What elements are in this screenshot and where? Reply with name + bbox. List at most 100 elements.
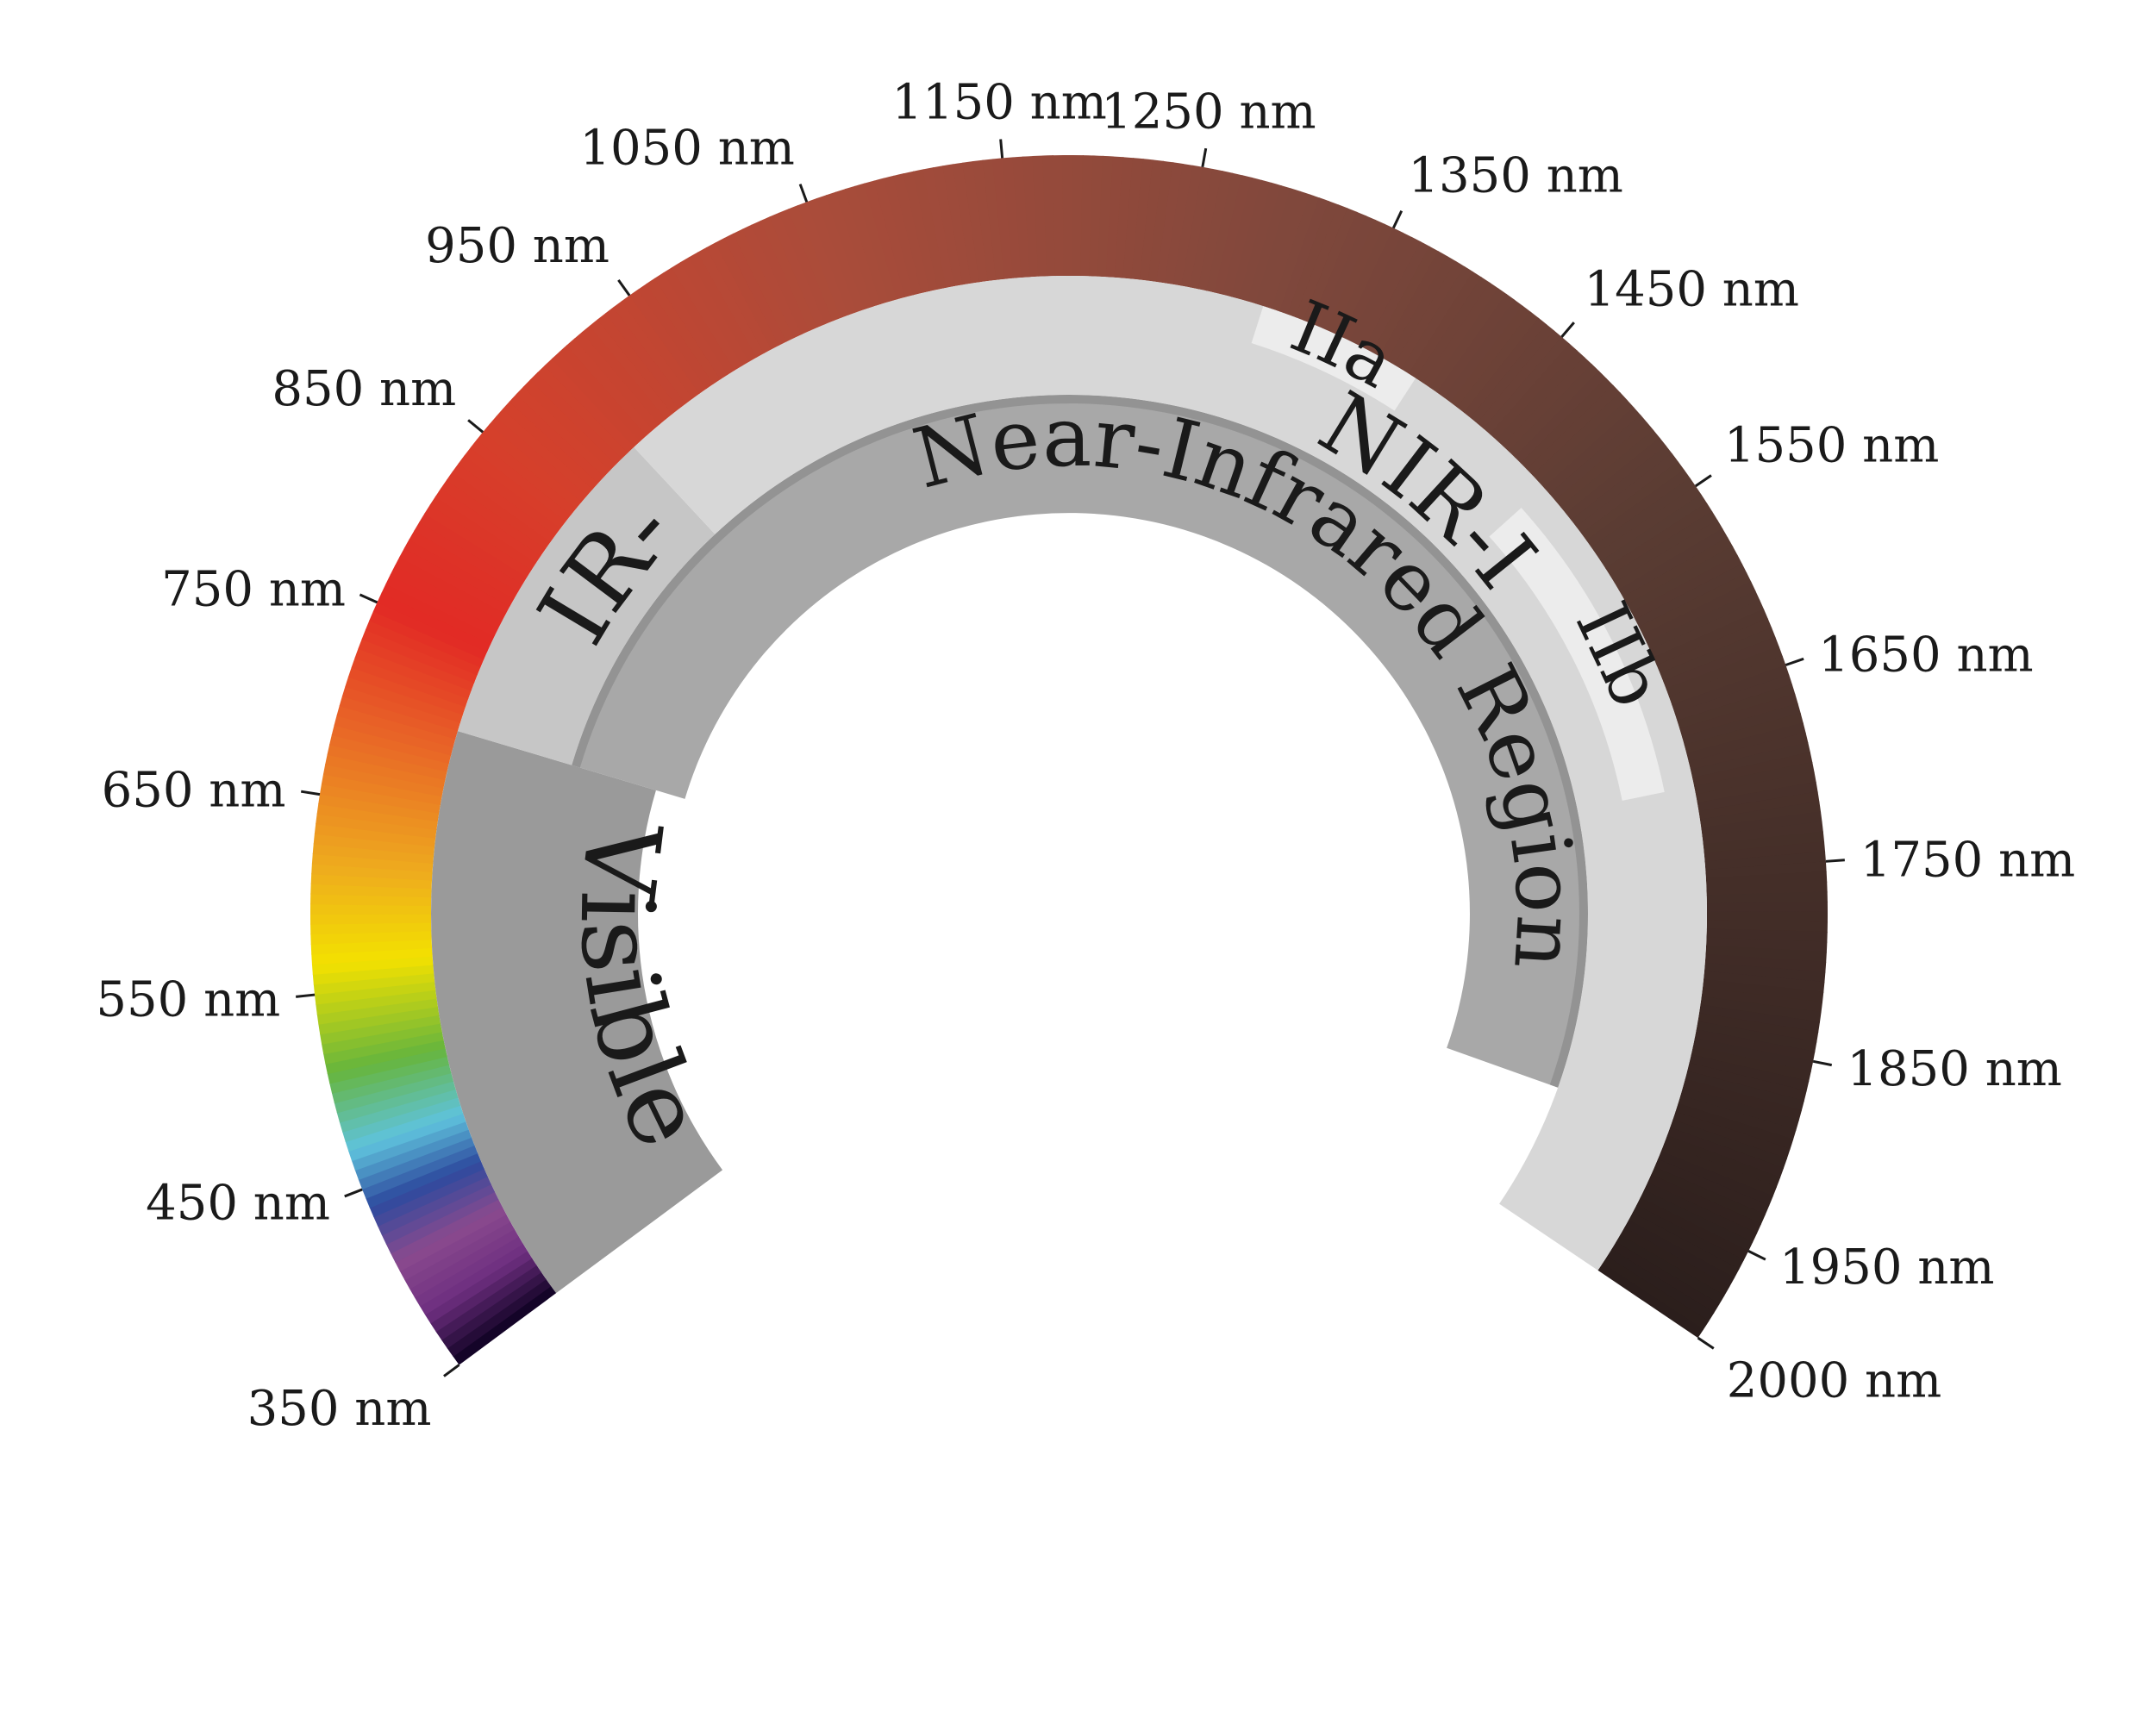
- spectrum-segment: [452, 463, 556, 543]
- spectrum-segment: [320, 1014, 441, 1045]
- spectrum-segment: [381, 583, 495, 645]
- spectrum-segment: [1379, 251, 1448, 361]
- spectrum-segment: [1692, 752, 1813, 787]
- spectrum-segment: [316, 802, 438, 831]
- spectrum-segment: [922, 167, 955, 288]
- spectrum-segment: [476, 431, 577, 515]
- spectrum-segment: [1694, 761, 1815, 796]
- tick-mark: [1785, 657, 1804, 666]
- spectrum-segment: [1699, 801, 1822, 829]
- spectrum-segment: [414, 1235, 523, 1307]
- spectrum-segment: [723, 233, 788, 346]
- spectrum-segment: [1660, 1143, 1778, 1197]
- spectrum-segment: [321, 1022, 442, 1055]
- spectrum-segment: [1470, 323, 1555, 424]
- spectrum-segment: [597, 312, 680, 415]
- spectrum-segment: [1638, 572, 1752, 635]
- spectrum-segment: [1623, 1220, 1735, 1288]
- spectrum-segment: [605, 306, 687, 409]
- tick-mark: [443, 1364, 460, 1377]
- spectrum-segment: [797, 201, 850, 319]
- spectrum-segment: [441, 479, 547, 557]
- spectrum-segment: [321, 773, 442, 805]
- spectrum-segment: [1672, 665, 1790, 714]
- spectrum-segment: [1554, 422, 1654, 508]
- spectrum-segment: [314, 823, 436, 847]
- spectrum-segment: [1012, 156, 1031, 278]
- spectrum-segment: [1697, 781, 1818, 812]
- spectrum-segment: [893, 173, 931, 294]
- spectrum-segment: [1690, 742, 1811, 779]
- spectrum-segment: [1650, 1166, 1766, 1225]
- spectrum-segment: [1520, 378, 1614, 470]
- spectrum-segment: [1287, 201, 1340, 318]
- tick-mark: [359, 593, 378, 604]
- spectrum-segment: [453, 1285, 557, 1365]
- spectrum-segment: [310, 930, 432, 945]
- spectrum-segment: [825, 191, 873, 310]
- tick-mark: [999, 139, 1004, 159]
- spectrum-segment: [1686, 722, 1806, 763]
- tick-label: 1350 nm: [1408, 147, 1622, 203]
- spectrum-segment: [1002, 157, 1022, 278]
- spectrum-segment: [369, 610, 484, 668]
- spectrum-segment: [1526, 384, 1621, 477]
- spectrum-segment: [1364, 241, 1431, 353]
- spectrum-segment: [1632, 1204, 1744, 1271]
- spectrum-segment: [1571, 445, 1673, 528]
- spectrum-segment: [1618, 528, 1729, 598]
- spectrum-segment: [1701, 987, 1823, 1014]
- spectrum-segment: [377, 592, 491, 653]
- tick-label: 350 nm: [247, 1381, 432, 1437]
- spectrum-segment: [1627, 546, 1738, 613]
- spectrum-segment: [1271, 194, 1321, 312]
- tick-label: 1650 nm: [1818, 627, 2033, 683]
- spectrum-segment: [697, 247, 765, 358]
- spectrum-segment: [787, 204, 841, 322]
- spectrum-segment: [345, 1104, 464, 1152]
- spectrum-segment: [1318, 215, 1377, 331]
- tick-mark: [1825, 859, 1845, 863]
- spectrum-segment: [1042, 155, 1056, 277]
- spectrum-segment: [424, 1250, 533, 1324]
- spectrum-segment: [1349, 232, 1413, 346]
- spectrum-segment: [309, 903, 432, 915]
- spectrum-segment: [311, 955, 434, 975]
- spectrum-segment: [1164, 163, 1194, 285]
- spectrum-segment: [329, 1056, 450, 1094]
- spectrum-segment: [1357, 236, 1422, 349]
- spectrum-segment: [509, 393, 605, 484]
- spectrum-segment: [1704, 953, 1827, 973]
- spectrum-segment: [373, 1168, 488, 1227]
- spectrum-segment: [1646, 590, 1760, 651]
- spectrum-segment: [1649, 599, 1765, 659]
- spectrum-segment: [1560, 429, 1660, 515]
- spectrum-segment: [903, 171, 939, 291]
- spectrum-segment: [1622, 537, 1734, 606]
- spectrum-segment: [458, 454, 561, 536]
- spectrum-segment: [339, 695, 459, 740]
- spectrum-segment: [688, 252, 758, 362]
- spectrum-color-ring: [309, 155, 1829, 1365]
- spectrum-segment: [1436, 293, 1516, 398]
- tick-mark: [617, 278, 631, 297]
- spectrum-segment: [1664, 1135, 1781, 1188]
- spectrum-segment: [358, 638, 475, 691]
- spectrum-segment: [1640, 1190, 1754, 1252]
- tick-mark: [1560, 322, 1575, 338]
- spectrum-segment: [314, 981, 436, 1005]
- tick-label: 650 nm: [102, 762, 286, 818]
- spectrum-segment: [311, 852, 434, 872]
- spectrum-segment: [741, 224, 803, 339]
- tick-mark: [296, 993, 316, 998]
- spectrum-segment: [404, 1221, 516, 1290]
- tick-mark: [1697, 1336, 1715, 1350]
- spectrum-segment: [1514, 371, 1607, 464]
- spectrum-segment: [369, 1160, 484, 1218]
- spectrum-segment: [1706, 911, 1829, 923]
- spectrum-segment: [992, 158, 1014, 279]
- spectrum-segment: [395, 1206, 507, 1272]
- spectrum-segment: [522, 378, 616, 471]
- wavelength-ticks: 350 nm 450 nm 550 nm 650 nm 750 nm 850 nm 950 …: [96, 75, 2075, 1438]
